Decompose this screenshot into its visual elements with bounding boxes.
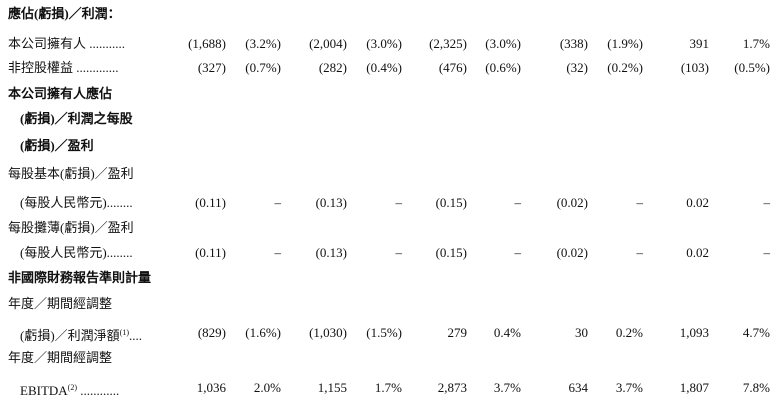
cell-value: (0.13) (315, 195, 347, 210)
cell-value: 1.7% (374, 380, 402, 395)
row-label: (虧損)／盈利 (20, 138, 94, 154)
footnote-ref: (2) (67, 383, 77, 392)
cell-value: (0.4%) (366, 60, 402, 75)
cell-value: 634 (568, 380, 589, 395)
cell-value: – (763, 195, 771, 210)
cell-value: (0.6%) (485, 60, 521, 75)
cell-value: 0.02 (686, 245, 709, 260)
cell-value: (3.0%) (366, 36, 402, 51)
cell-value: 2.0% (253, 380, 281, 395)
cell-value: (0.15) (435, 195, 467, 210)
label-text: 年度／期間經調整 (8, 350, 113, 365)
cell-value: – (514, 195, 522, 210)
cell-value: 279 (447, 325, 468, 340)
cell-value: 1.7% (742, 36, 770, 51)
cell-value: 7.8% (742, 380, 770, 395)
label-text: (每股人民幣元)........ (20, 245, 133, 260)
label-text: 每股攤薄(虧損)／盈利 (8, 220, 134, 235)
row-label: 非國際財務報告準則計量 (8, 270, 151, 286)
cell-value: (282) (318, 60, 347, 75)
cell-value: (0.11) (195, 195, 226, 210)
cell-value: 0.02 (686, 195, 709, 210)
row-label: (虧損)／利潤之每股 (20, 111, 133, 127)
cell-value: – (636, 195, 644, 210)
cell-value: (0.7%) (245, 60, 281, 75)
cell-value: – (395, 245, 403, 260)
label-text: (虧損)／利潤之每股 (20, 111, 133, 126)
row-label: EBITDA(2) ............ (20, 380, 119, 399)
cell-value: 3.7% (615, 380, 643, 395)
cell-value: (0.11) (195, 245, 226, 260)
row-label: 應佔(虧損)／利潤： (8, 6, 121, 22)
label-text: 應佔(虧損)／利潤： (8, 6, 121, 21)
leader-dots: .... (129, 328, 142, 343)
row-label: (虧損)／利潤淨額(1).... (20, 325, 142, 344)
cell-value: 1,807 (679, 380, 709, 395)
cell-value: 30 (575, 325, 588, 340)
cell-value: 1,155 (317, 380, 347, 395)
label-text: 本公司擁有人 ........... (8, 36, 126, 51)
label-text: 每股基本(虧損)／盈利 (8, 166, 134, 181)
row-label: (每股人民幣元)........ (20, 245, 133, 261)
cell-value: 1,036 (196, 380, 226, 395)
label-text: (虧損)／盈利 (20, 138, 94, 153)
row-label: 本公司擁有人應佔 (8, 86, 112, 102)
cell-value: (1,688) (188, 36, 226, 51)
label-text: 非控股權益 ............. (8, 60, 119, 75)
cell-value: (103) (680, 60, 709, 75)
cell-value: 1,093 (679, 325, 709, 340)
cell-value: – (514, 245, 522, 260)
leader-dots: ............ (77, 383, 120, 398)
cell-value: – (395, 195, 403, 210)
label-text: 本公司擁有人應佔 (8, 86, 113, 101)
cell-value: (338) (559, 36, 588, 51)
cell-value: 2,873 (437, 380, 467, 395)
cell-value: (32) (566, 60, 588, 75)
row-label: 本公司擁有人 ........... (8, 36, 125, 52)
cell-value: (327) (197, 60, 226, 75)
row-label: (每股人民幣元)........ (20, 195, 133, 211)
label-text: 年度／期間經調整 (8, 296, 113, 311)
cell-value: (1.5%) (366, 325, 402, 340)
label-text: EBITDA (20, 383, 68, 398)
cell-value: (0.13) (315, 245, 347, 260)
cell-value: (2,004) (309, 36, 347, 51)
cell-value: (1.6%) (245, 325, 281, 340)
label-text: (虧損)／利潤淨額 (20, 328, 120, 343)
cell-value: – (274, 245, 282, 260)
cell-value: 0.2% (615, 325, 643, 340)
cell-value: – (636, 245, 644, 260)
cell-value: (0.2%) (607, 60, 643, 75)
cell-value: (1,030) (309, 325, 347, 340)
cell-value: (3.2%) (245, 36, 281, 51)
row-label: 年度／期間經調整 (8, 350, 112, 366)
row-label: 每股基本(虧損)／盈利 (8, 166, 134, 182)
footnote-ref: (1) (119, 328, 129, 337)
cell-value: (476) (438, 60, 467, 75)
row-label: 非控股權益 ............. (8, 60, 119, 76)
row-label: 每股攤薄(虧損)／盈利 (8, 220, 134, 236)
cell-value: – (274, 195, 282, 210)
cell-value: (0.5%) (734, 60, 770, 75)
cell-value: (0.02) (556, 245, 588, 260)
cell-value: 3.7% (493, 380, 521, 395)
cell-value: (0.02) (556, 195, 588, 210)
label-text: 非國際財務報告準則計量 (8, 270, 152, 285)
row-label: 年度／期間經調整 (8, 296, 112, 312)
cell-value: (829) (197, 325, 226, 340)
cell-value: 0.4% (493, 325, 521, 340)
label-text: (每股人民幣元)........ (20, 195, 133, 210)
cell-value: 391 (689, 36, 710, 51)
cell-value: (3.0%) (485, 36, 521, 51)
cell-value: (0.15) (435, 245, 467, 260)
cell-value: (1.9%) (607, 36, 643, 51)
cell-value: – (763, 245, 771, 260)
cell-value: 4.7% (742, 325, 770, 340)
cell-value: (2,325) (429, 36, 467, 51)
